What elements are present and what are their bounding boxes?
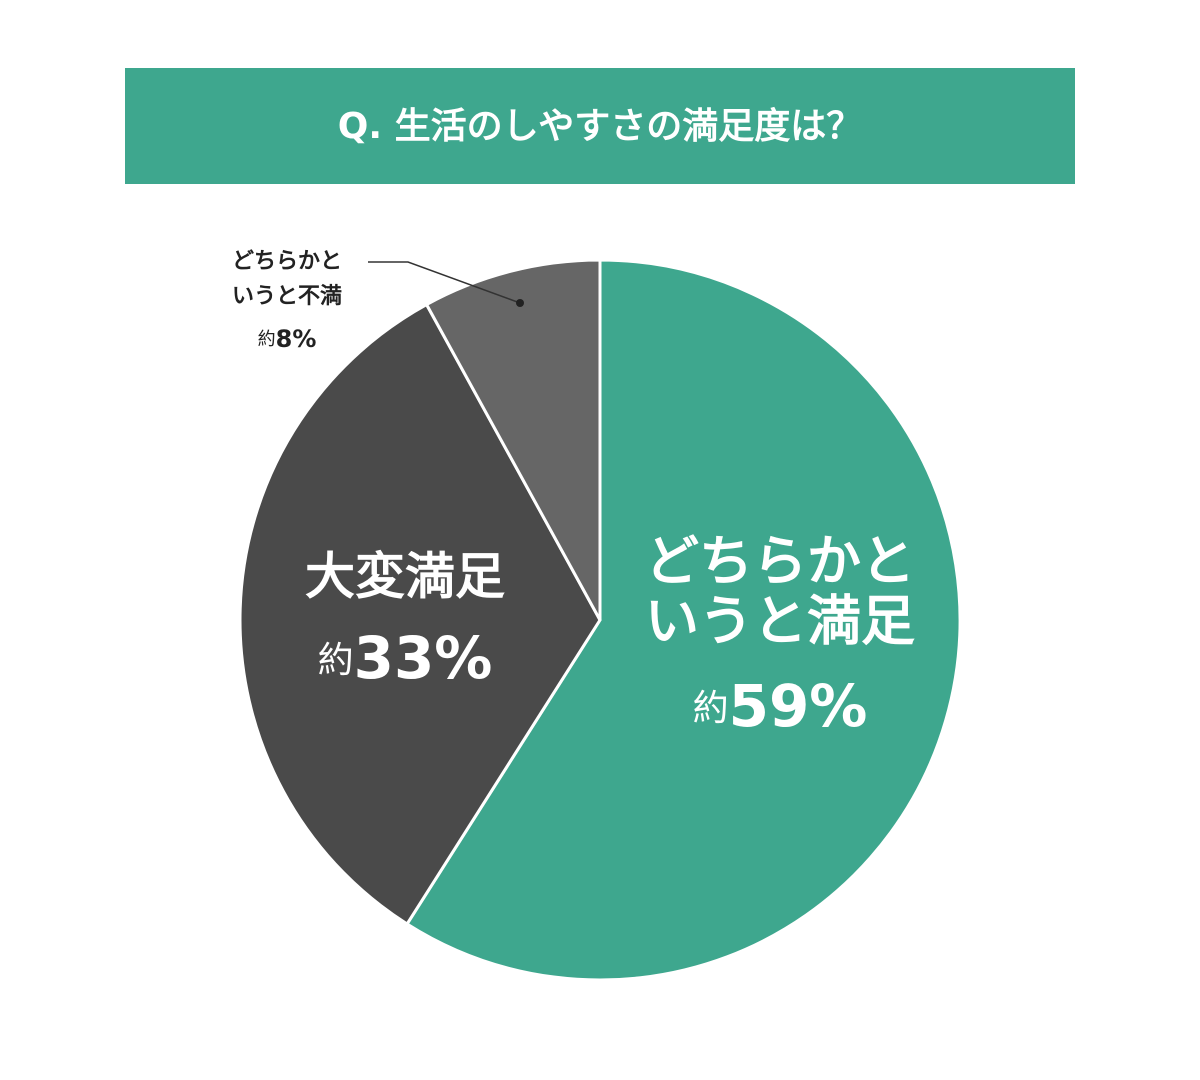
leader-line bbox=[368, 261, 521, 304]
pie-slice bbox=[405, 258, 962, 982]
slice-label: 大変満足 bbox=[305, 548, 505, 606]
value-label: 約33% bbox=[318, 624, 493, 692]
slice-label: どちらかと bbox=[645, 530, 915, 593]
slice-label: いうと満足 bbox=[645, 590, 915, 653]
slice-label: どちらかと bbox=[232, 249, 342, 274]
slice-label: いうと不満 bbox=[232, 283, 342, 309]
title-bar bbox=[125, 68, 1075, 184]
value-label: 約59% bbox=[693, 672, 868, 740]
pie-slice bbox=[424, 258, 602, 621]
leader-dot bbox=[516, 299, 524, 307]
value-label: 約8% bbox=[258, 325, 317, 353]
chart-title: Q. 生活のしやすさの満足度は？ bbox=[338, 106, 862, 147]
